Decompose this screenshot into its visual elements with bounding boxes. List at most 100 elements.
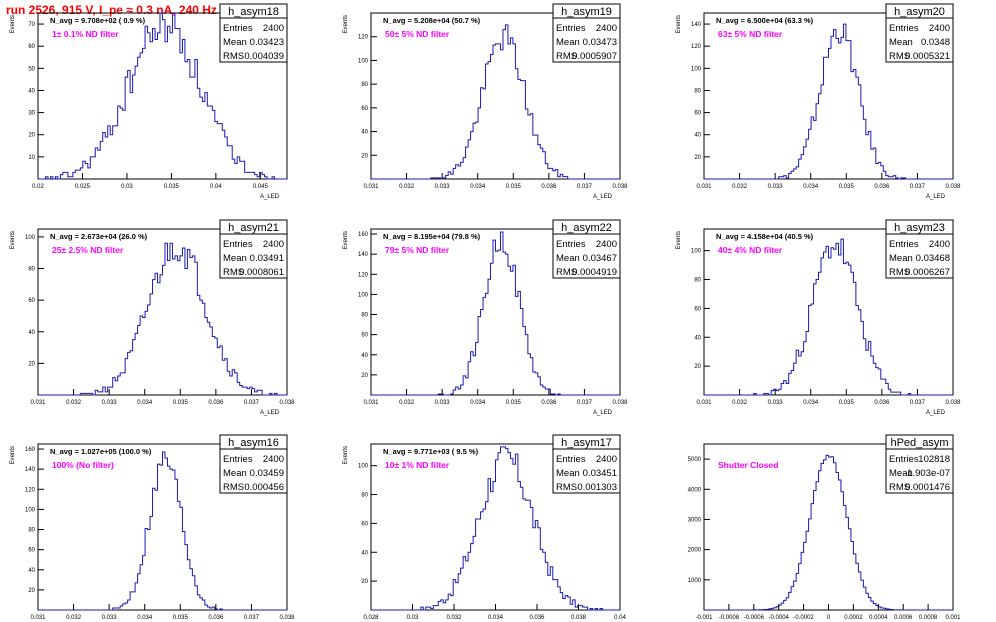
stats-label-rms: RMS <box>556 51 577 62</box>
stats-value-mean: 0.03459 <box>250 468 284 479</box>
histogram-line <box>38 451 287 611</box>
x-tick-label: 0.04 <box>614 615 626 621</box>
x-tick-label: 0.035 <box>506 184 522 190</box>
y-tick-label: 100 <box>25 507 36 513</box>
stats-box: h_asym17 Entries 2400 Mean 0.03451 RMS 0.00130… <box>552 434 621 494</box>
y-tick-label: 10 <box>28 155 35 161</box>
filter-label: 100% (No filter) <box>52 460 114 470</box>
y-tick-label: 2000 <box>688 548 702 554</box>
y-tick-label: 40 <box>694 335 701 341</box>
stats-title: h_asym19 <box>561 6 612 18</box>
stats-box-frame <box>219 3 288 63</box>
x-tick-label: 0.025 <box>75 184 91 190</box>
x-tick-label: 0.032 <box>66 400 82 406</box>
histogram-line <box>371 231 620 396</box>
plot-frame <box>370 228 621 396</box>
stats-box: h_asym22 Entries 2400 Mean 0.03467 RMS0.00049… <box>552 219 621 279</box>
y-tick-label: 100 <box>358 58 369 64</box>
stats-box: h_asym16 Entries 2400 Mean 0.03459 RMS 0.00045… <box>219 434 288 494</box>
y-axis-label: Events <box>676 231 682 249</box>
stats-label-entries: Entries <box>223 454 253 465</box>
stats-title: h_asym20 <box>894 6 945 18</box>
x-tick-label: 0.038 <box>945 184 961 190</box>
x-tick-label: 0.031 <box>363 184 379 190</box>
x-tick-label: 0.0008 <box>919 615 938 621</box>
y-tick-label: 120 <box>358 35 369 41</box>
stats-label-mean: Mean <box>556 37 580 48</box>
x-tick-label: 0.035 <box>839 184 855 190</box>
nav-label: N_avg = 9.771e+03 ( 9.5 %) <box>383 447 479 456</box>
x-tick-label: 0.028 <box>363 615 379 621</box>
stats-box: h_asym20 Entries 2400 Mean 0.0348 RMS0.000532… <box>885 3 954 63</box>
histogram-panel-h_asym23: 0.031 0.032 0.033 0.034 0.035 0.036 0.037 0.038… <box>676 219 961 416</box>
filter-label: 40± 4% ND filter <box>718 245 783 255</box>
y-tick-label: 20 <box>361 373 368 379</box>
stats-label-entries: Entries <box>556 239 586 250</box>
x-tick-label: 0.033 <box>435 184 451 190</box>
x-tick-label: 0.032 <box>399 400 415 406</box>
x-tick-label: 0.037 <box>577 184 593 190</box>
nav-label: N_avg = 2.673e+04 (26.0 %) <box>50 232 148 241</box>
x-tick-label: -0.001 <box>695 615 713 621</box>
y-tick-label: 20 <box>694 364 701 370</box>
y-tick-label: 50 <box>28 66 35 72</box>
y-tick-label: 60 <box>694 111 701 117</box>
y-tick-label: 20 <box>361 153 368 159</box>
y-tick-label: 40 <box>28 88 35 94</box>
stats-box: h_asym23 Entries 2400 Mean 0.03468 RMS0.00062… <box>885 219 954 279</box>
stats-value-mean: 0.0348 <box>921 37 950 48</box>
histogram-panel-h_asym17: 0.028 0.03 0.032 0.034 0.036 0.038 0.04 20 40 60 8… <box>343 434 626 621</box>
stats-box: h_asym18 Entries 2400 Mean 0.03423 RMS 0.00403… <box>219 3 288 63</box>
y-tick-label: 80 <box>361 82 368 88</box>
x-tick-label: 0.031 <box>696 184 712 190</box>
stats-label-mean: Mean <box>556 468 580 479</box>
stats-value-mean: 0.03491 <box>250 253 284 264</box>
stats-label-mean: Mean <box>556 253 580 264</box>
y-tick-label: 60 <box>361 333 368 339</box>
stats-value-mean: 0.03473 <box>583 37 617 48</box>
x-tick-label: 0.034 <box>137 400 153 406</box>
x-tick-label: 0.035 <box>839 400 855 406</box>
x-tick-label: 0.033 <box>435 400 451 406</box>
stats-label-entries: Entries <box>889 23 919 34</box>
x-tick-label: 0.034 <box>803 184 819 190</box>
histogram-line <box>704 454 953 611</box>
y-tick-label: 20 <box>28 361 35 367</box>
x-tick-label: 0.035 <box>173 400 189 406</box>
x-tick-label: 0.037 <box>910 184 926 190</box>
histogram-line <box>704 238 953 396</box>
x-tick-label: 0.031 <box>696 400 712 406</box>
stats-label-rms: RMS <box>223 51 244 62</box>
stats-label-mean: Mean <box>223 253 247 264</box>
stats-box: hPed_asym Entries 102818 Mean-1.903e-07 RMS0… <box>885 434 954 494</box>
x-tick-label: 0.036 <box>541 400 557 406</box>
histogram-line <box>371 24 620 180</box>
x-tick-label: 0.034 <box>488 615 504 621</box>
y-tick-label: 20 <box>361 579 368 585</box>
x-axis-label: A_LED <box>593 410 613 416</box>
x-tick-label: 0.032 <box>732 400 748 406</box>
x-tick-label: 0.0004 <box>869 615 888 621</box>
x-tick-label: 0.037 <box>910 400 926 406</box>
histogram-line <box>371 446 620 611</box>
x-tick-label: 0.035 <box>506 400 522 406</box>
x-axis-label: A_LED <box>926 194 946 200</box>
nav-label: N_avg = 4.158e+04 (40.5 %) <box>716 232 814 241</box>
y-axis-label: Events <box>10 15 16 33</box>
stats-value-mean: 0.03468 <box>916 253 950 264</box>
stats-label-rms: RMS <box>223 267 244 278</box>
stats-box-frame <box>552 3 621 63</box>
y-tick-label: 160 <box>358 232 369 238</box>
y-tick-label: 20 <box>28 588 35 594</box>
stats-value-entries: 2400 <box>596 454 617 465</box>
y-tick-label: 80 <box>28 528 35 534</box>
y-tick-label: 30 <box>28 111 35 117</box>
stats-value-mean: -1.903e-07 <box>904 468 950 479</box>
stats-value-entries: 2400 <box>263 23 284 34</box>
y-tick-label: 80 <box>694 278 701 284</box>
y-tick-label: 120 <box>691 44 702 50</box>
y-axis-label: Events <box>343 231 349 249</box>
stats-label-entries: Entries <box>556 23 586 34</box>
y-tick-label: 60 <box>361 106 368 112</box>
filter-label: 1± 0.1% ND filter <box>52 29 119 39</box>
